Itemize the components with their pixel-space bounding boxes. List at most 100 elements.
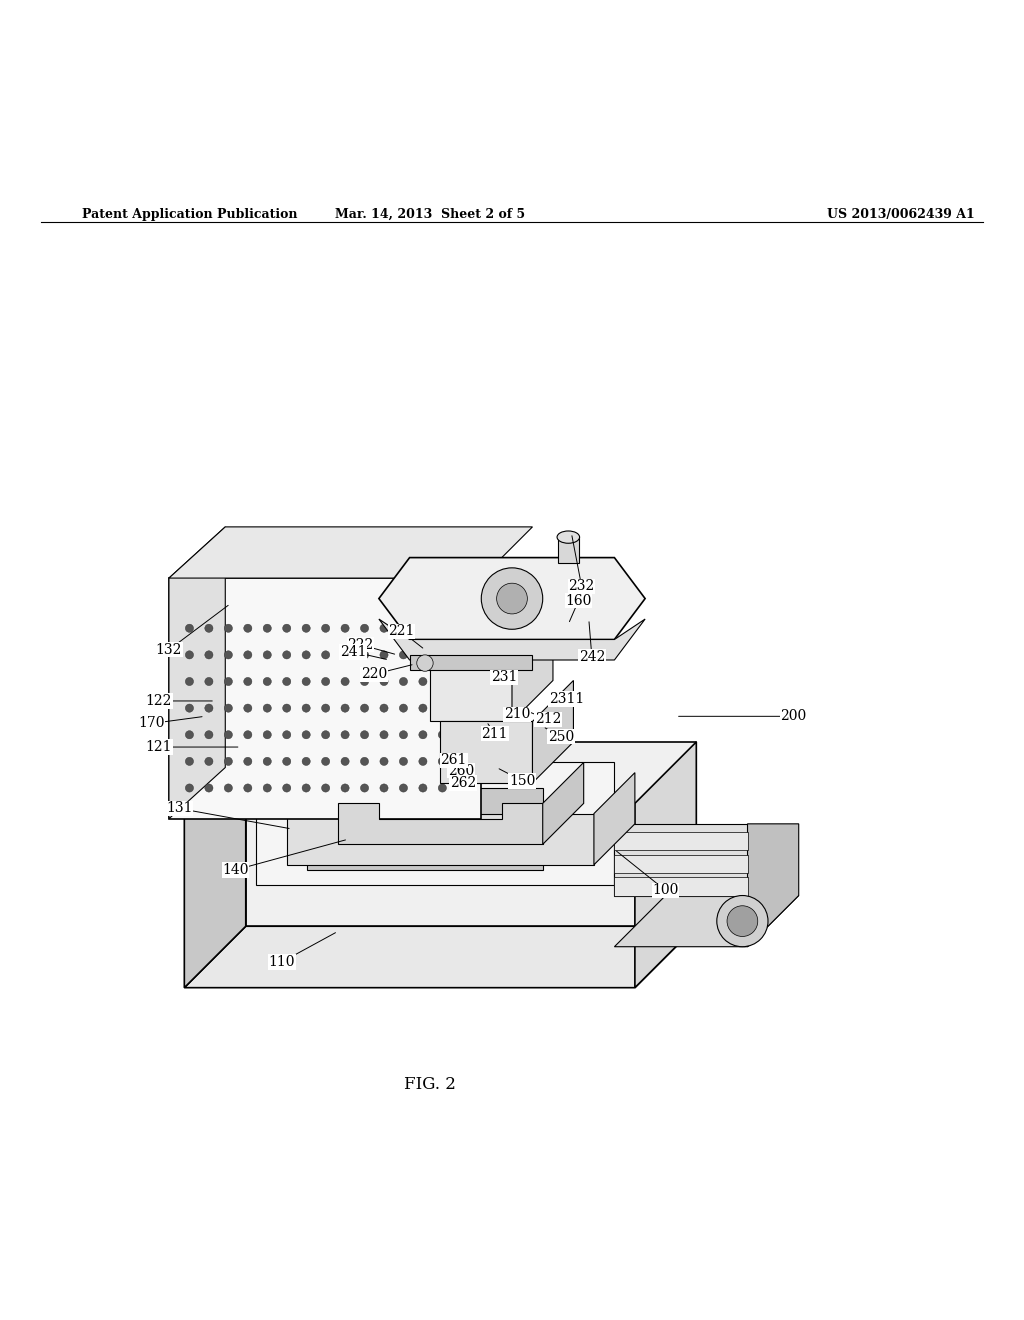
Polygon shape bbox=[287, 813, 594, 865]
Text: 170: 170 bbox=[138, 717, 165, 730]
Circle shape bbox=[322, 624, 330, 632]
Circle shape bbox=[399, 758, 408, 766]
Text: 150: 150 bbox=[509, 774, 536, 788]
Circle shape bbox=[417, 655, 433, 672]
Circle shape bbox=[263, 758, 271, 766]
Text: 122: 122 bbox=[145, 694, 172, 708]
Circle shape bbox=[419, 758, 427, 766]
Circle shape bbox=[380, 651, 388, 659]
Circle shape bbox=[244, 624, 252, 632]
Circle shape bbox=[322, 784, 330, 792]
Circle shape bbox=[244, 677, 252, 685]
Circle shape bbox=[224, 731, 232, 739]
Circle shape bbox=[341, 731, 349, 739]
Circle shape bbox=[360, 651, 369, 659]
Circle shape bbox=[360, 677, 369, 685]
Circle shape bbox=[438, 731, 446, 739]
Circle shape bbox=[360, 704, 369, 713]
Circle shape bbox=[244, 651, 252, 659]
Polygon shape bbox=[256, 763, 614, 886]
Circle shape bbox=[322, 758, 330, 766]
Circle shape bbox=[438, 651, 446, 659]
Text: 222: 222 bbox=[347, 638, 374, 652]
Circle shape bbox=[497, 583, 527, 614]
Ellipse shape bbox=[557, 531, 580, 544]
Circle shape bbox=[322, 677, 330, 685]
Circle shape bbox=[224, 624, 232, 632]
Text: 140: 140 bbox=[222, 863, 249, 876]
Polygon shape bbox=[430, 598, 553, 639]
Circle shape bbox=[205, 784, 213, 792]
Circle shape bbox=[380, 758, 388, 766]
Circle shape bbox=[205, 758, 213, 766]
Circle shape bbox=[419, 677, 427, 685]
Text: 110: 110 bbox=[268, 956, 295, 969]
Polygon shape bbox=[614, 832, 748, 850]
Circle shape bbox=[302, 677, 310, 685]
Circle shape bbox=[399, 784, 408, 792]
Circle shape bbox=[438, 704, 446, 713]
Circle shape bbox=[224, 677, 232, 685]
Circle shape bbox=[205, 704, 213, 713]
Polygon shape bbox=[614, 876, 748, 895]
Text: 210: 210 bbox=[504, 708, 530, 721]
Circle shape bbox=[360, 758, 369, 766]
Polygon shape bbox=[169, 527, 532, 578]
Circle shape bbox=[302, 704, 310, 713]
Circle shape bbox=[341, 704, 349, 713]
Polygon shape bbox=[307, 788, 543, 870]
Circle shape bbox=[283, 651, 291, 659]
Circle shape bbox=[205, 731, 213, 739]
Circle shape bbox=[341, 624, 349, 632]
Circle shape bbox=[244, 784, 252, 792]
Circle shape bbox=[322, 704, 330, 713]
Circle shape bbox=[205, 624, 213, 632]
Circle shape bbox=[185, 731, 194, 739]
Circle shape bbox=[380, 784, 388, 792]
Circle shape bbox=[205, 677, 213, 685]
Text: 221: 221 bbox=[388, 624, 415, 639]
Text: 241: 241 bbox=[340, 644, 367, 659]
Circle shape bbox=[185, 624, 194, 632]
Circle shape bbox=[380, 704, 388, 713]
Circle shape bbox=[185, 784, 194, 792]
Circle shape bbox=[438, 677, 446, 685]
Circle shape bbox=[399, 704, 408, 713]
Text: 261: 261 bbox=[440, 754, 467, 767]
Text: 100: 100 bbox=[652, 883, 679, 898]
Circle shape bbox=[341, 651, 349, 659]
Circle shape bbox=[419, 704, 427, 713]
Text: 220: 220 bbox=[360, 668, 387, 681]
Circle shape bbox=[185, 704, 194, 713]
Text: 2311: 2311 bbox=[549, 692, 584, 706]
Circle shape bbox=[380, 677, 388, 685]
Circle shape bbox=[322, 731, 330, 739]
Circle shape bbox=[263, 784, 271, 792]
Polygon shape bbox=[512, 598, 553, 722]
Polygon shape bbox=[748, 824, 799, 946]
Polygon shape bbox=[410, 655, 532, 671]
Polygon shape bbox=[430, 639, 512, 722]
Polygon shape bbox=[635, 742, 696, 987]
Text: 260: 260 bbox=[447, 763, 474, 777]
Text: 250: 250 bbox=[548, 730, 574, 743]
Circle shape bbox=[360, 784, 369, 792]
Circle shape bbox=[399, 731, 408, 739]
Polygon shape bbox=[169, 578, 481, 818]
Circle shape bbox=[399, 677, 408, 685]
Circle shape bbox=[224, 704, 232, 713]
Circle shape bbox=[302, 624, 310, 632]
Circle shape bbox=[380, 624, 388, 632]
Circle shape bbox=[341, 758, 349, 766]
Polygon shape bbox=[532, 681, 573, 783]
Text: 132: 132 bbox=[156, 643, 182, 657]
Circle shape bbox=[302, 758, 310, 766]
Circle shape bbox=[283, 677, 291, 685]
Circle shape bbox=[283, 758, 291, 766]
Polygon shape bbox=[379, 619, 645, 660]
Circle shape bbox=[263, 704, 271, 713]
Circle shape bbox=[438, 758, 446, 766]
Polygon shape bbox=[543, 763, 584, 845]
Polygon shape bbox=[338, 804, 543, 845]
Text: 121: 121 bbox=[145, 741, 172, 754]
